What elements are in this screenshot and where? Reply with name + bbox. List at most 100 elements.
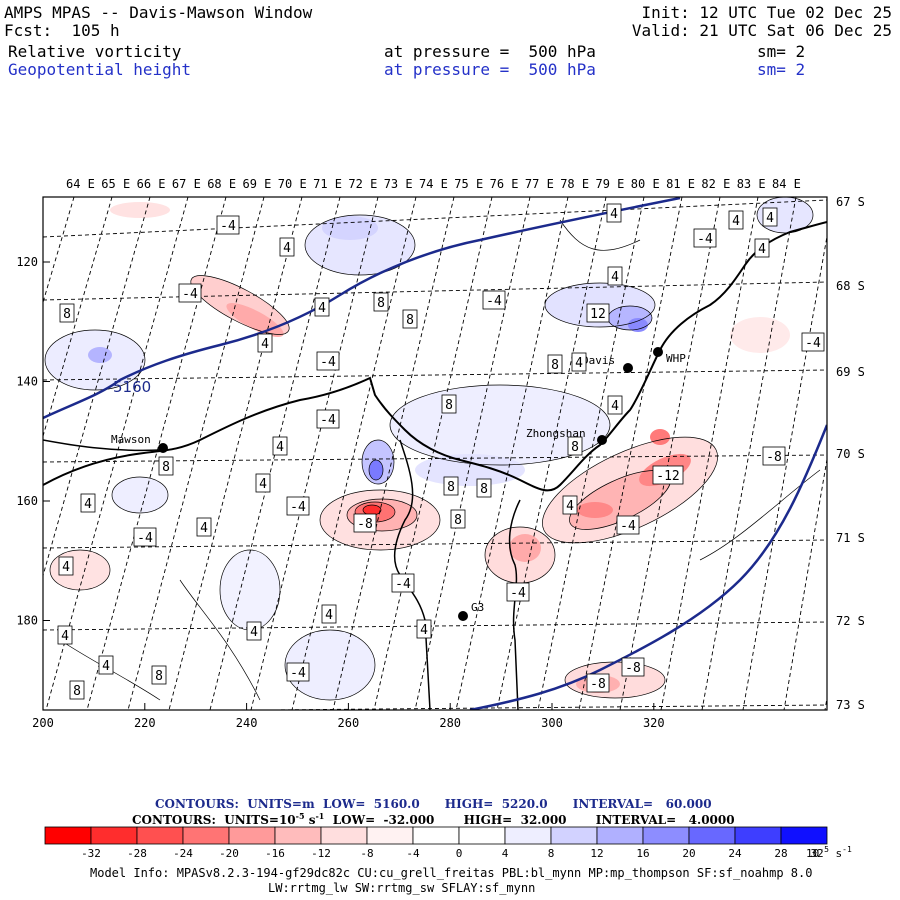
- colorbar-tick: -12: [311, 847, 331, 860]
- contour-label: 8: [373, 292, 389, 312]
- contour-label: 8: [59, 303, 75, 323]
- svg-text:4: 4: [420, 623, 428, 638]
- colorbar-tick: -24: [173, 847, 193, 860]
- svg-text:-4: -4: [290, 500, 306, 515]
- svg-text:4: 4: [611, 399, 619, 414]
- svg-text:4: 4: [61, 629, 69, 644]
- contour-value-labels: -4 4 -4 4 8 8 8 -4 4 -4 8 12 4 -4 4 4 4 4 -4 8 4 8 8 8 4 4 -4 4 -4 8 -…: [57, 203, 825, 700]
- y-tick-label: 140: [16, 375, 38, 389]
- svg-text:8: 8: [454, 513, 462, 528]
- svg-text:4: 4: [200, 521, 208, 536]
- contour-label: -8: [621, 657, 645, 677]
- contour-label: 4: [762, 207, 778, 227]
- longitude-label: 67 E: [172, 177, 201, 191]
- svg-text:-4: -4: [805, 336, 821, 351]
- svg-text:4: 4: [259, 477, 267, 492]
- x-tick-label: 300: [541, 716, 563, 730]
- colorbar-tick: -28: [127, 847, 147, 860]
- station-marker: [458, 611, 468, 621]
- contour-label: -4: [286, 662, 310, 682]
- colorbar-segment: [228, 826, 276, 845]
- svg-text:4: 4: [84, 497, 92, 512]
- latitude-label: 73 S: [836, 698, 865, 712]
- contour-label: 4: [196, 517, 212, 537]
- colorbar-segment: [274, 826, 322, 845]
- svg-text:4: 4: [575, 356, 583, 371]
- colorbar-segment: [642, 826, 690, 845]
- contour-label: 4: [606, 203, 622, 223]
- contour-label: 8: [450, 509, 466, 529]
- field-2-level: at pressure = 500 hPa: [384, 60, 596, 79]
- x-tick-label: 260: [338, 716, 360, 730]
- latitude-lines: [43, 199, 827, 710]
- colorbar-segment: [734, 826, 782, 845]
- svg-text:4: 4: [566, 499, 574, 514]
- station-label: WHP: [666, 352, 686, 365]
- station-marker: [623, 363, 633, 373]
- svg-text:-8: -8: [625, 661, 641, 676]
- contour-label: 4: [255, 473, 271, 493]
- svg-text:4: 4: [261, 337, 269, 352]
- latitude-label: 70 S: [836, 447, 865, 461]
- ice-shelf-outline: [508, 499, 521, 710]
- map-frame: [42, 196, 828, 711]
- longitude-label: 69 E: [243, 177, 272, 191]
- longitude-label: 84 E: [772, 177, 801, 191]
- svg-text:-4: -4: [137, 531, 153, 546]
- contour-label: 4: [562, 495, 578, 515]
- svg-text:-4: -4: [620, 519, 636, 534]
- latitude-label: 71 S: [836, 531, 865, 545]
- station-label: G3: [471, 601, 484, 614]
- x-tick-label: 240: [236, 716, 258, 730]
- x-tick-label: 280: [439, 716, 461, 730]
- colorbar-segment: [44, 826, 92, 845]
- contour-label: 4: [416, 619, 432, 639]
- vorticity-shading: [45, 197, 813, 700]
- station-marker: [653, 347, 663, 357]
- contour-label: -4: [506, 582, 530, 602]
- height-contour-5220: [469, 424, 827, 710]
- colorbar-tick: -8: [360, 847, 373, 860]
- colorbar-segment: [780, 826, 828, 845]
- colorbar-segment: [596, 826, 644, 845]
- longitude-label: 70 E: [278, 177, 307, 191]
- svg-text:8: 8: [447, 480, 455, 495]
- colorbar-tick: 12: [590, 847, 603, 860]
- contour-label: 8: [443, 476, 459, 496]
- longitude-label: 73 E: [384, 177, 413, 191]
- colorbar-segment: [320, 826, 368, 845]
- contour-label: 8: [402, 309, 418, 329]
- field-1-name: Relative vorticity: [8, 42, 182, 61]
- contour-label: -4: [801, 332, 825, 352]
- colorbar-segment: [412, 826, 460, 845]
- contour-label: 4: [607, 266, 623, 286]
- colorbar-tick: -32: [81, 847, 101, 860]
- svg-text:4: 4: [283, 241, 291, 256]
- colorbar-segment: [550, 826, 598, 845]
- longitude-label: 81 E: [666, 177, 695, 191]
- svg-text:-4: -4: [697, 232, 713, 247]
- colorbar-tick: 16: [636, 847, 649, 860]
- svg-text:-4: -4: [486, 294, 502, 309]
- svg-text:8: 8: [445, 398, 453, 413]
- station-marker: [158, 443, 168, 453]
- contour-label: 4: [321, 604, 337, 624]
- colorbar: [44, 826, 828, 845]
- svg-text:4: 4: [325, 608, 333, 623]
- contour-label: 4: [272, 436, 288, 456]
- svg-text:4: 4: [250, 625, 258, 640]
- colorbar-segment: [458, 826, 506, 845]
- svg-text:4: 4: [276, 440, 284, 455]
- longitude-label: 74 E: [419, 177, 448, 191]
- glacier-outline: [393, 439, 431, 710]
- latitude-label: 67 S: [836, 195, 865, 209]
- longitude-label: 68 E: [207, 177, 236, 191]
- longitude-label: 83 E: [737, 177, 766, 191]
- svg-text:-8: -8: [766, 450, 782, 465]
- longitude-label: 78 E: [560, 177, 589, 191]
- svg-text:-4: -4: [320, 355, 336, 370]
- x-tick-label: 320: [643, 716, 665, 730]
- svg-text:-12: -12: [656, 469, 679, 484]
